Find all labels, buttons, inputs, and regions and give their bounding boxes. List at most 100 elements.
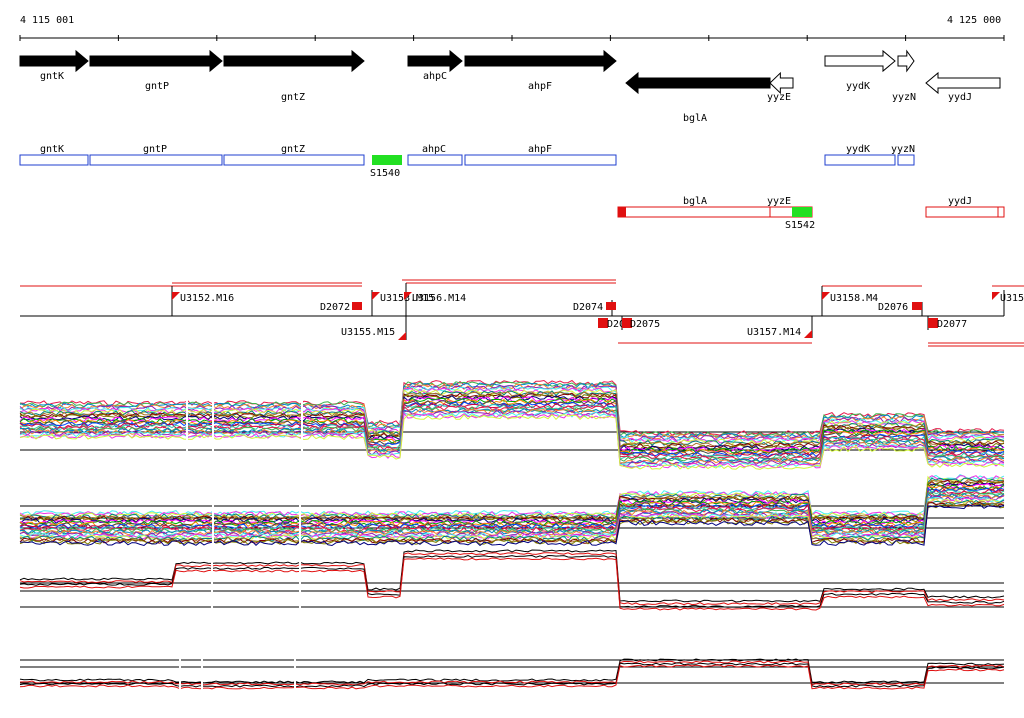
- forward-annotation-ahpf[interactable]: ahpF: [464, 144, 617, 166]
- gene-ahpc[interactable]: ahpC: [407, 49, 463, 82]
- gene-label: gntK: [40, 71, 64, 82]
- annotation-label: yyzE: [767, 196, 791, 207]
- reverse-annotation-bgla[interactable]: bglA: [617, 196, 771, 218]
- srna-s1540[interactable]: S1540: [370, 155, 402, 179]
- annotation-box[interactable]: [464, 154, 617, 166]
- segment-label: U3155.M15: [341, 327, 395, 338]
- annotation-label: gntP: [143, 144, 167, 155]
- gene-yydk[interactable]: yydK: [824, 49, 896, 92]
- expression-profile-line: [19, 481, 1005, 523]
- gene-yyzn[interactable]: yyzN: [892, 49, 916, 103]
- forward-annotation-gntk[interactable]: gntK: [19, 144, 89, 166]
- annotation-box[interactable]: [897, 154, 915, 166]
- segment-u315[interactable]: U315: [992, 292, 1024, 304]
- gene-arrow[interactable]: [89, 49, 223, 73]
- segment-d20[interactable]: D20: [598, 318, 625, 330]
- forward-annotation-ahpc[interactable]: ahpC: [407, 144, 463, 166]
- forward-annotation-gntp[interactable]: gntP: [89, 144, 223, 166]
- expression-profile-line: [19, 398, 1005, 455]
- expression-profile-line: [19, 486, 1005, 529]
- srna-box[interactable]: [372, 155, 402, 165]
- gene-label: ahpF: [528, 81, 552, 92]
- segment-label: U3156.M14: [412, 293, 466, 304]
- segment-label: D2072: [320, 302, 350, 313]
- forward-strand-profiles: [19, 379, 1005, 470]
- segment-marker[interactable]: [598, 318, 608, 328]
- gene-arrow[interactable]: [897, 49, 915, 73]
- segment-d2076[interactable]: D2076: [878, 302, 922, 313]
- forward-annotation-gntz[interactable]: gntZ: [223, 144, 365, 166]
- annotation-box[interactable]: [824, 154, 896, 166]
- segment-marker[interactable]: [404, 292, 412, 300]
- segment-marker[interactable]: [622, 318, 632, 328]
- segment-u3158-m4[interactable]: U3158.M4: [822, 292, 878, 304]
- expression-profile-line: [19, 554, 1005, 608]
- segment-marker[interactable]: [398, 332, 406, 340]
- expression-profile-line: [19, 401, 1005, 458]
- expression-profile-line: [19, 412, 1005, 469]
- gene-ahpf[interactable]: ahpF: [464, 49, 617, 92]
- gene-gntz[interactable]: gntZ: [223, 49, 365, 103]
- forward-annotation-yyzn[interactable]: yyzN: [891, 144, 915, 166]
- expression-profile-line: [19, 501, 1005, 544]
- gene-arrow[interactable]: [625, 71, 771, 95]
- segment-u3152-m16[interactable]: U3152.M16: [172, 292, 234, 304]
- gene-yyze[interactable]: yyzE: [767, 71, 794, 103]
- segment-marker[interactable]: [606, 302, 616, 310]
- reverse-annotation-yydj[interactable]: yydJ: [925, 196, 1005, 218]
- gene-arrow[interactable]: [464, 49, 617, 73]
- segment-marker[interactable]: [804, 330, 812, 338]
- reverse-annotation-track: bglA yyzE yydJ S1542: [617, 196, 1005, 231]
- gene-arrow[interactable]: [407, 49, 463, 73]
- expression-profile-line: [19, 402, 1005, 459]
- annotation-label: ahpF: [528, 144, 552, 155]
- gene-arrow[interactable]: [769, 71, 794, 95]
- segment-d2072[interactable]: D2072: [320, 302, 362, 313]
- expression-profile-line: [19, 411, 1004, 468]
- segment-marker[interactable]: [172, 292, 180, 300]
- gene-yydj[interactable]: yydJ: [925, 71, 1001, 103]
- segment-marker[interactable]: [912, 302, 922, 310]
- segment-d2077[interactable]: D2077: [928, 318, 967, 330]
- segment-marker[interactable]: [992, 292, 1000, 300]
- annotation-box[interactable]: [617, 206, 771, 218]
- srna-s1542[interactable]: S1542: [785, 207, 815, 231]
- forward-annotation-yydk[interactable]: yydK: [824, 144, 896, 166]
- segment-label: D2075: [630, 319, 660, 330]
- segment-marker[interactable]: [372, 292, 380, 300]
- annotation-box[interactable]: [925, 206, 1005, 218]
- gene-label: yydJ: [948, 92, 972, 103]
- segment-label: U3153.M15: [380, 293, 434, 304]
- expression-profile-line: [19, 410, 1005, 467]
- annotation-box[interactable]: [19, 154, 89, 166]
- srna-box[interactable]: [792, 207, 812, 217]
- segment-d2074[interactable]: D2074: [573, 302, 616, 313]
- gene-arrow[interactable]: [223, 49, 365, 73]
- expression-profile-line: [19, 499, 1005, 542]
- gene-gntp[interactable]: gntP: [89, 49, 223, 92]
- segment-u3155-m15[interactable]: U3155.M15: [341, 327, 406, 340]
- gene-label: gntP: [145, 81, 169, 92]
- segment-label: U3157.M14: [747, 327, 801, 338]
- segment-d2075[interactable]: D2075: [622, 318, 660, 330]
- segment-u3153-m15[interactable]: U3153.M15: [372, 292, 434, 304]
- segment-u3157-m14[interactable]: U3157.M14: [747, 327, 812, 338]
- ruler-start-label: 4 115 001: [20, 15, 74, 26]
- gene-arrow[interactable]: [19, 49, 89, 73]
- annotation-box[interactable]: [407, 154, 463, 166]
- segment-marker[interactable]: [928, 318, 938, 328]
- segment-u3156-m14[interactable]: U3156.M14: [404, 292, 466, 304]
- gene-bgla[interactable]: bglA: [625, 71, 771, 124]
- gene-gntk[interactable]: gntK: [19, 49, 89, 82]
- annotation-box[interactable]: [223, 154, 365, 166]
- segment-label: D2074: [573, 302, 603, 313]
- annotation-box[interactable]: [89, 154, 223, 166]
- gene-arrow[interactable]: [925, 71, 1001, 95]
- gene-label: yyzE: [767, 92, 791, 103]
- segment-label: D2076: [878, 302, 908, 313]
- segment-marker[interactable]: [352, 302, 362, 310]
- segment-marker[interactable]: [822, 292, 830, 300]
- gene-arrow[interactable]: [824, 49, 896, 73]
